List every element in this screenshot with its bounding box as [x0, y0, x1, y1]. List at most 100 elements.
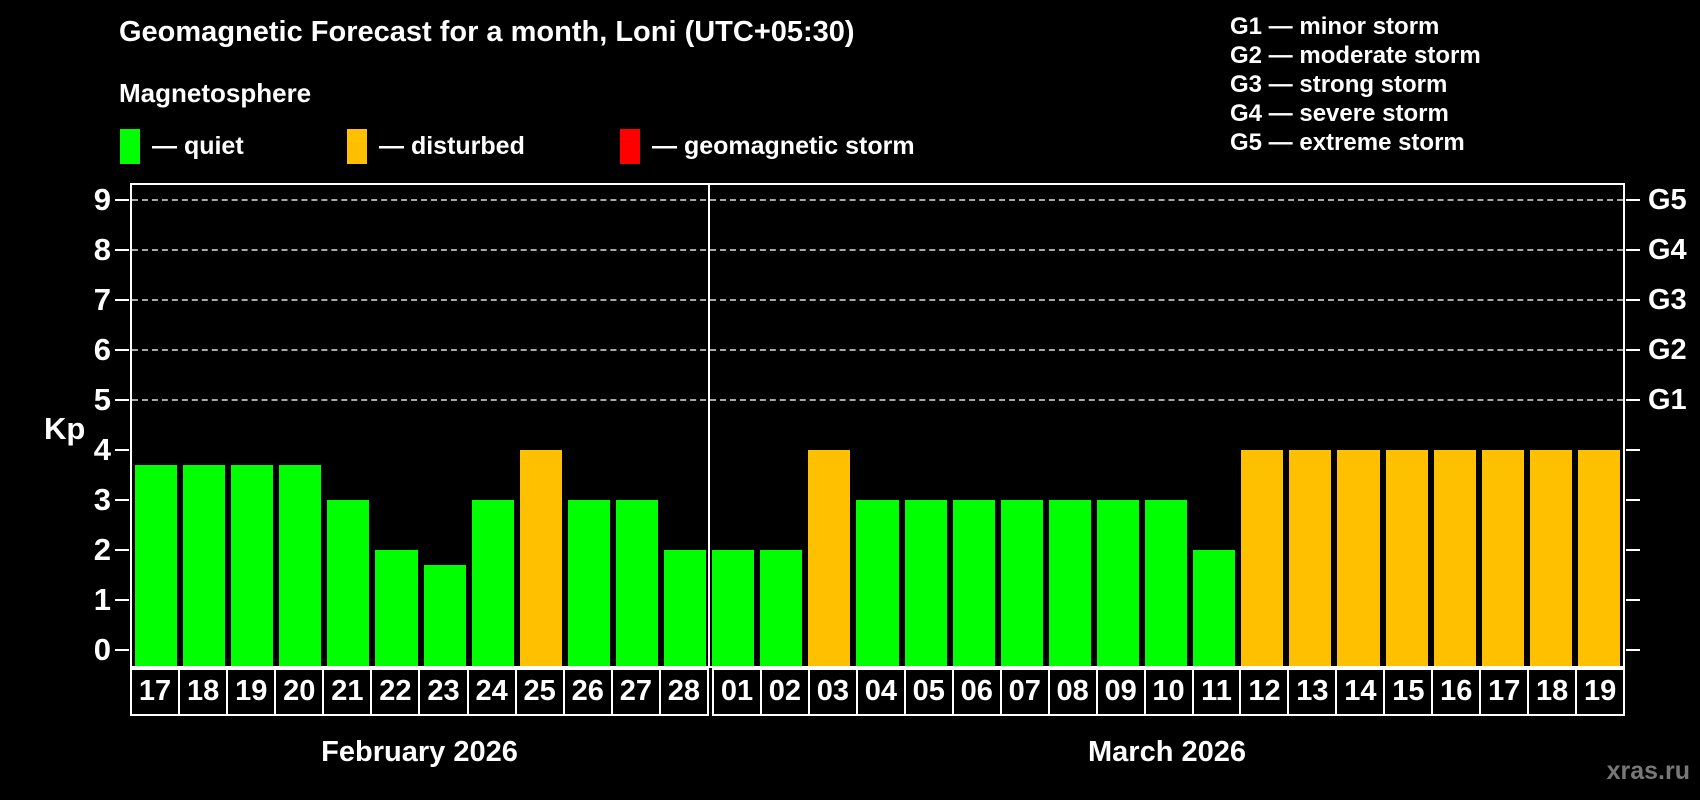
y-axis-tick-left	[115, 299, 129, 301]
g-level-gridline	[132, 399, 1623, 401]
date-cell: 05	[903, 668, 954, 716]
kp-bar	[1337, 450, 1380, 666]
date-cell: 27	[610, 668, 661, 716]
g-level-gridline	[132, 299, 1623, 301]
date-axis-february: 17 18 19 20 21 22 23 24 25 26 27 28	[130, 668, 709, 716]
kp-bar	[1000, 500, 1043, 666]
chart-subtitle: Magnetosphere	[119, 78, 312, 108]
kp-bar	[519, 450, 562, 666]
kp-bar	[856, 500, 899, 666]
y-axis-tick-left	[115, 649, 129, 651]
legend-item-quiet: — quiet	[120, 129, 244, 164]
g-level-label: G1	[1648, 384, 1687, 416]
kp-bar	[327, 500, 370, 666]
chart-title: Geomagnetic Forecast for a month, Loni (…	[119, 16, 855, 48]
month-separator-line	[708, 185, 711, 666]
y-axis-tick-label: 6	[93, 332, 111, 367]
date-cell: 23	[418, 668, 469, 716]
g-scale-legend-line: G5 — extreme storm	[1230, 129, 1465, 156]
date-cell: 22	[370, 668, 421, 716]
date-cell: 13	[1287, 668, 1338, 716]
y-axis-tick-left	[115, 249, 129, 251]
y-axis-tick-right	[1626, 299, 1640, 301]
y-axis-tick-label: 8	[93, 232, 111, 267]
date-cell: 20	[274, 668, 325, 716]
g-scale-legend-line: G1 — minor storm	[1230, 13, 1440, 40]
date-cell: 18	[1527, 668, 1578, 716]
y-axis-tick-left	[115, 399, 129, 401]
y-axis-tick-right	[1626, 499, 1640, 501]
date-cell: 08	[1047, 668, 1098, 716]
kp-bar	[471, 500, 514, 666]
y-axis-tick-left	[115, 549, 129, 551]
y-axis-tick-right	[1626, 399, 1640, 401]
date-cell: 14	[1335, 668, 1386, 716]
kp-bar	[1145, 500, 1188, 666]
kp-bar	[664, 550, 707, 666]
y-axis-tick-right	[1626, 549, 1640, 551]
kp-bar	[952, 500, 995, 666]
y-axis-tick-label: 1	[93, 582, 111, 617]
date-cell: 06	[951, 668, 1002, 716]
kp-bar	[375, 550, 418, 666]
y-axis-tick-label: 9	[93, 182, 111, 217]
kp-bar	[183, 465, 226, 666]
date-cell: 19	[1575, 668, 1626, 716]
y-axis-tick-right	[1626, 449, 1640, 451]
kp-bar	[1577, 450, 1620, 666]
date-cell: 02	[759, 668, 810, 716]
g-level-gridline	[132, 249, 1623, 251]
kp-bar	[1529, 450, 1572, 666]
y-axis-title: Kp	[44, 411, 86, 446]
date-cell: 09	[1095, 668, 1146, 716]
kp-bar	[1481, 450, 1524, 666]
kp-bar	[1193, 550, 1236, 666]
kp-bar	[1048, 500, 1091, 666]
date-cell: 04	[855, 668, 906, 716]
y-axis-tick-left	[115, 449, 129, 451]
g-level-label: G4	[1648, 234, 1687, 266]
y-axis-tick-label: 2	[93, 532, 111, 567]
legend-label-disturbed: — disturbed	[379, 132, 525, 160]
date-cell: 17	[1479, 668, 1530, 716]
date-cell: 10	[1143, 668, 1194, 716]
y-axis-tick-right	[1626, 649, 1640, 651]
kp-bar	[423, 565, 466, 666]
g-scale-legend-line: G3 — strong storm	[1230, 71, 1448, 98]
date-cell: 26	[562, 668, 613, 716]
date-axis-march: 01 02 03 04 05 06 07 08 09 10 11 12 13 14 15 16 17 18 19	[712, 668, 1626, 716]
date-cell: 25	[514, 668, 565, 716]
date-cell: 16	[1431, 668, 1482, 716]
date-cell: 01	[712, 668, 762, 716]
y-axis-tick-right	[1626, 599, 1640, 601]
y-axis-tick-right	[1626, 349, 1640, 351]
legend-label-storm: — geomagnetic storm	[652, 132, 915, 160]
month-label-february: February 2026	[321, 736, 518, 768]
watermark: xras.ru	[1606, 757, 1690, 785]
quiet-color-swatch	[120, 129, 140, 164]
kp-bar	[712, 550, 755, 666]
storm-color-swatch	[620, 129, 640, 164]
plot-area	[130, 183, 1625, 668]
date-cell: 17	[130, 668, 181, 716]
legend-item-disturbed: — disturbed	[347, 129, 525, 164]
month-label-march: March 2026	[1088, 736, 1246, 768]
date-cell: 12	[1239, 668, 1290, 716]
disturbed-color-swatch	[347, 129, 367, 164]
y-axis-tick-right	[1626, 199, 1640, 201]
y-axis-tick-label: 7	[93, 282, 111, 317]
y-axis-tick-left	[115, 499, 129, 501]
g-level-label: G2	[1648, 334, 1687, 366]
y-axis-tick-left	[115, 599, 129, 601]
kp-bar	[279, 465, 322, 666]
kp-bar	[615, 500, 659, 666]
y-axis-tick-left	[115, 349, 129, 351]
legend-label-quiet: — quiet	[152, 132, 244, 160]
kp-bar	[1241, 450, 1284, 666]
legend-item-storm: — geomagnetic storm	[620, 129, 915, 164]
y-axis-tick-label: 0	[93, 632, 111, 667]
date-cell: 24	[466, 668, 517, 716]
kp-bar	[1433, 450, 1476, 666]
date-cell: 03	[807, 668, 858, 716]
date-cell: 07	[999, 668, 1050, 716]
